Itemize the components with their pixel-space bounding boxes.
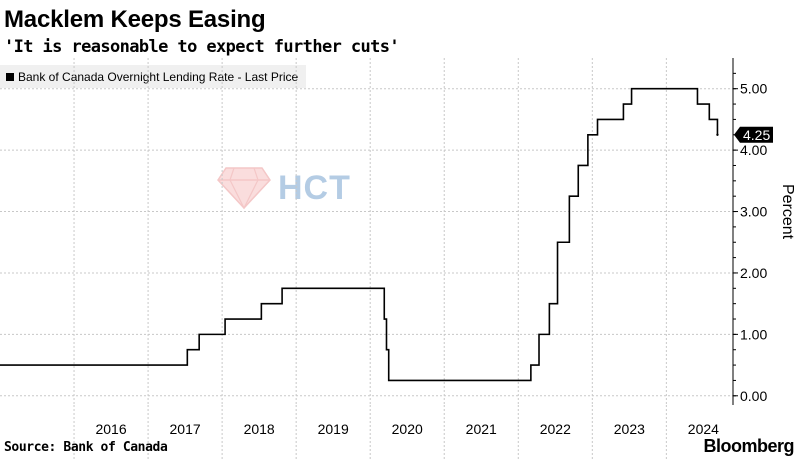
chart-title: Macklem Keeps Easing [4, 6, 266, 33]
x-tick-label: 2020 [392, 421, 423, 437]
x-tick-label: 2016 [95, 421, 126, 437]
x-tick-label: 2023 [614, 421, 645, 437]
y-tick-label: 5.00 [740, 81, 767, 97]
x-tick-label: 2022 [540, 421, 571, 437]
y-tick-label: 2.00 [740, 265, 767, 281]
grid-layer [0, 58, 733, 460]
axis-layer [732, 58, 738, 405]
x-tick-label: 2024 [688, 421, 719, 437]
x-tick-label: 2019 [318, 421, 349, 437]
brand-logo: Bloomberg [703, 436, 794, 456]
last-value-label: 4.25 [743, 127, 770, 143]
watermark: HCT [216, 166, 351, 210]
y-tick-label: 0.00 [740, 388, 767, 404]
legend-label: Bank of Canada Overnight Lending Rate - … [18, 69, 299, 84]
last-point [716, 133, 719, 136]
series-line [0, 87, 719, 382]
label-layer: 0.00 1.00 2.00 3.00 4.00 5.00 2016 2017 2018 2019… [95, 81, 796, 437]
y-tick-label: 4.00 [740, 142, 767, 158]
watermark-text: HCT [278, 168, 351, 207]
series-layer [0, 87, 719, 382]
y-axis-title: Percent [779, 184, 796, 240]
y-tick-label: 3.00 [740, 204, 767, 220]
y-tick-label: 1.00 [740, 326, 767, 342]
diamond-logo-icon [217, 167, 271, 210]
x-tick-label: 2017 [170, 421, 201, 437]
x-tick-label: 2021 [466, 421, 497, 437]
chart-subtitle: 'It is reasonable to expect further cuts… [4, 37, 400, 57]
x-tick-label: 2018 [244, 421, 275, 437]
legend-swatch [6, 72, 14, 81]
source-note: Source: Bank of Canada [4, 440, 168, 455]
last-value-tag [734, 126, 773, 143]
legend: Bank of Canada Overnight Lending Rate - … [0, 65, 307, 88]
